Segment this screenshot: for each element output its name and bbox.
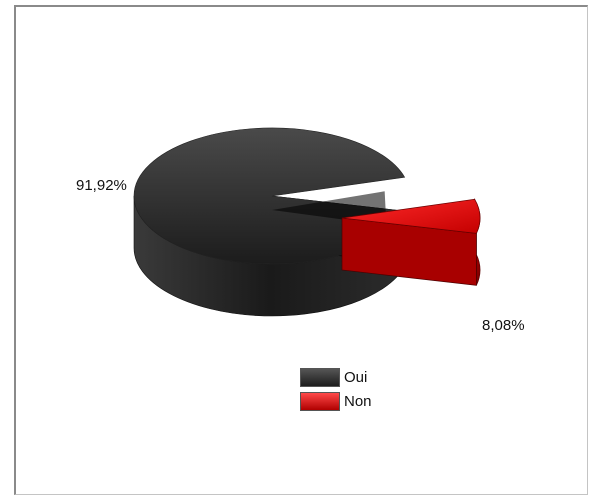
- legend-item-oui: Oui: [300, 365, 372, 389]
- slice-non: [341, 197, 481, 286]
- data-label-oui: 91,92%: [76, 177, 127, 194]
- slice-oui-top: [133, 127, 407, 265]
- data-label-non: 8,08%: [482, 317, 525, 334]
- legend-label-non: Non: [344, 392, 372, 410]
- legend-swatch-non: [300, 391, 340, 411]
- legend-label-oui: Oui: [344, 368, 368, 386]
- legend-item-non: Non: [300, 389, 372, 413]
- legend-swatch-oui: [300, 367, 340, 387]
- legend: Oui Non: [300, 365, 372, 413]
- slice-non-top: [341, 198, 481, 234]
- slice-oui: [133, 127, 407, 317]
